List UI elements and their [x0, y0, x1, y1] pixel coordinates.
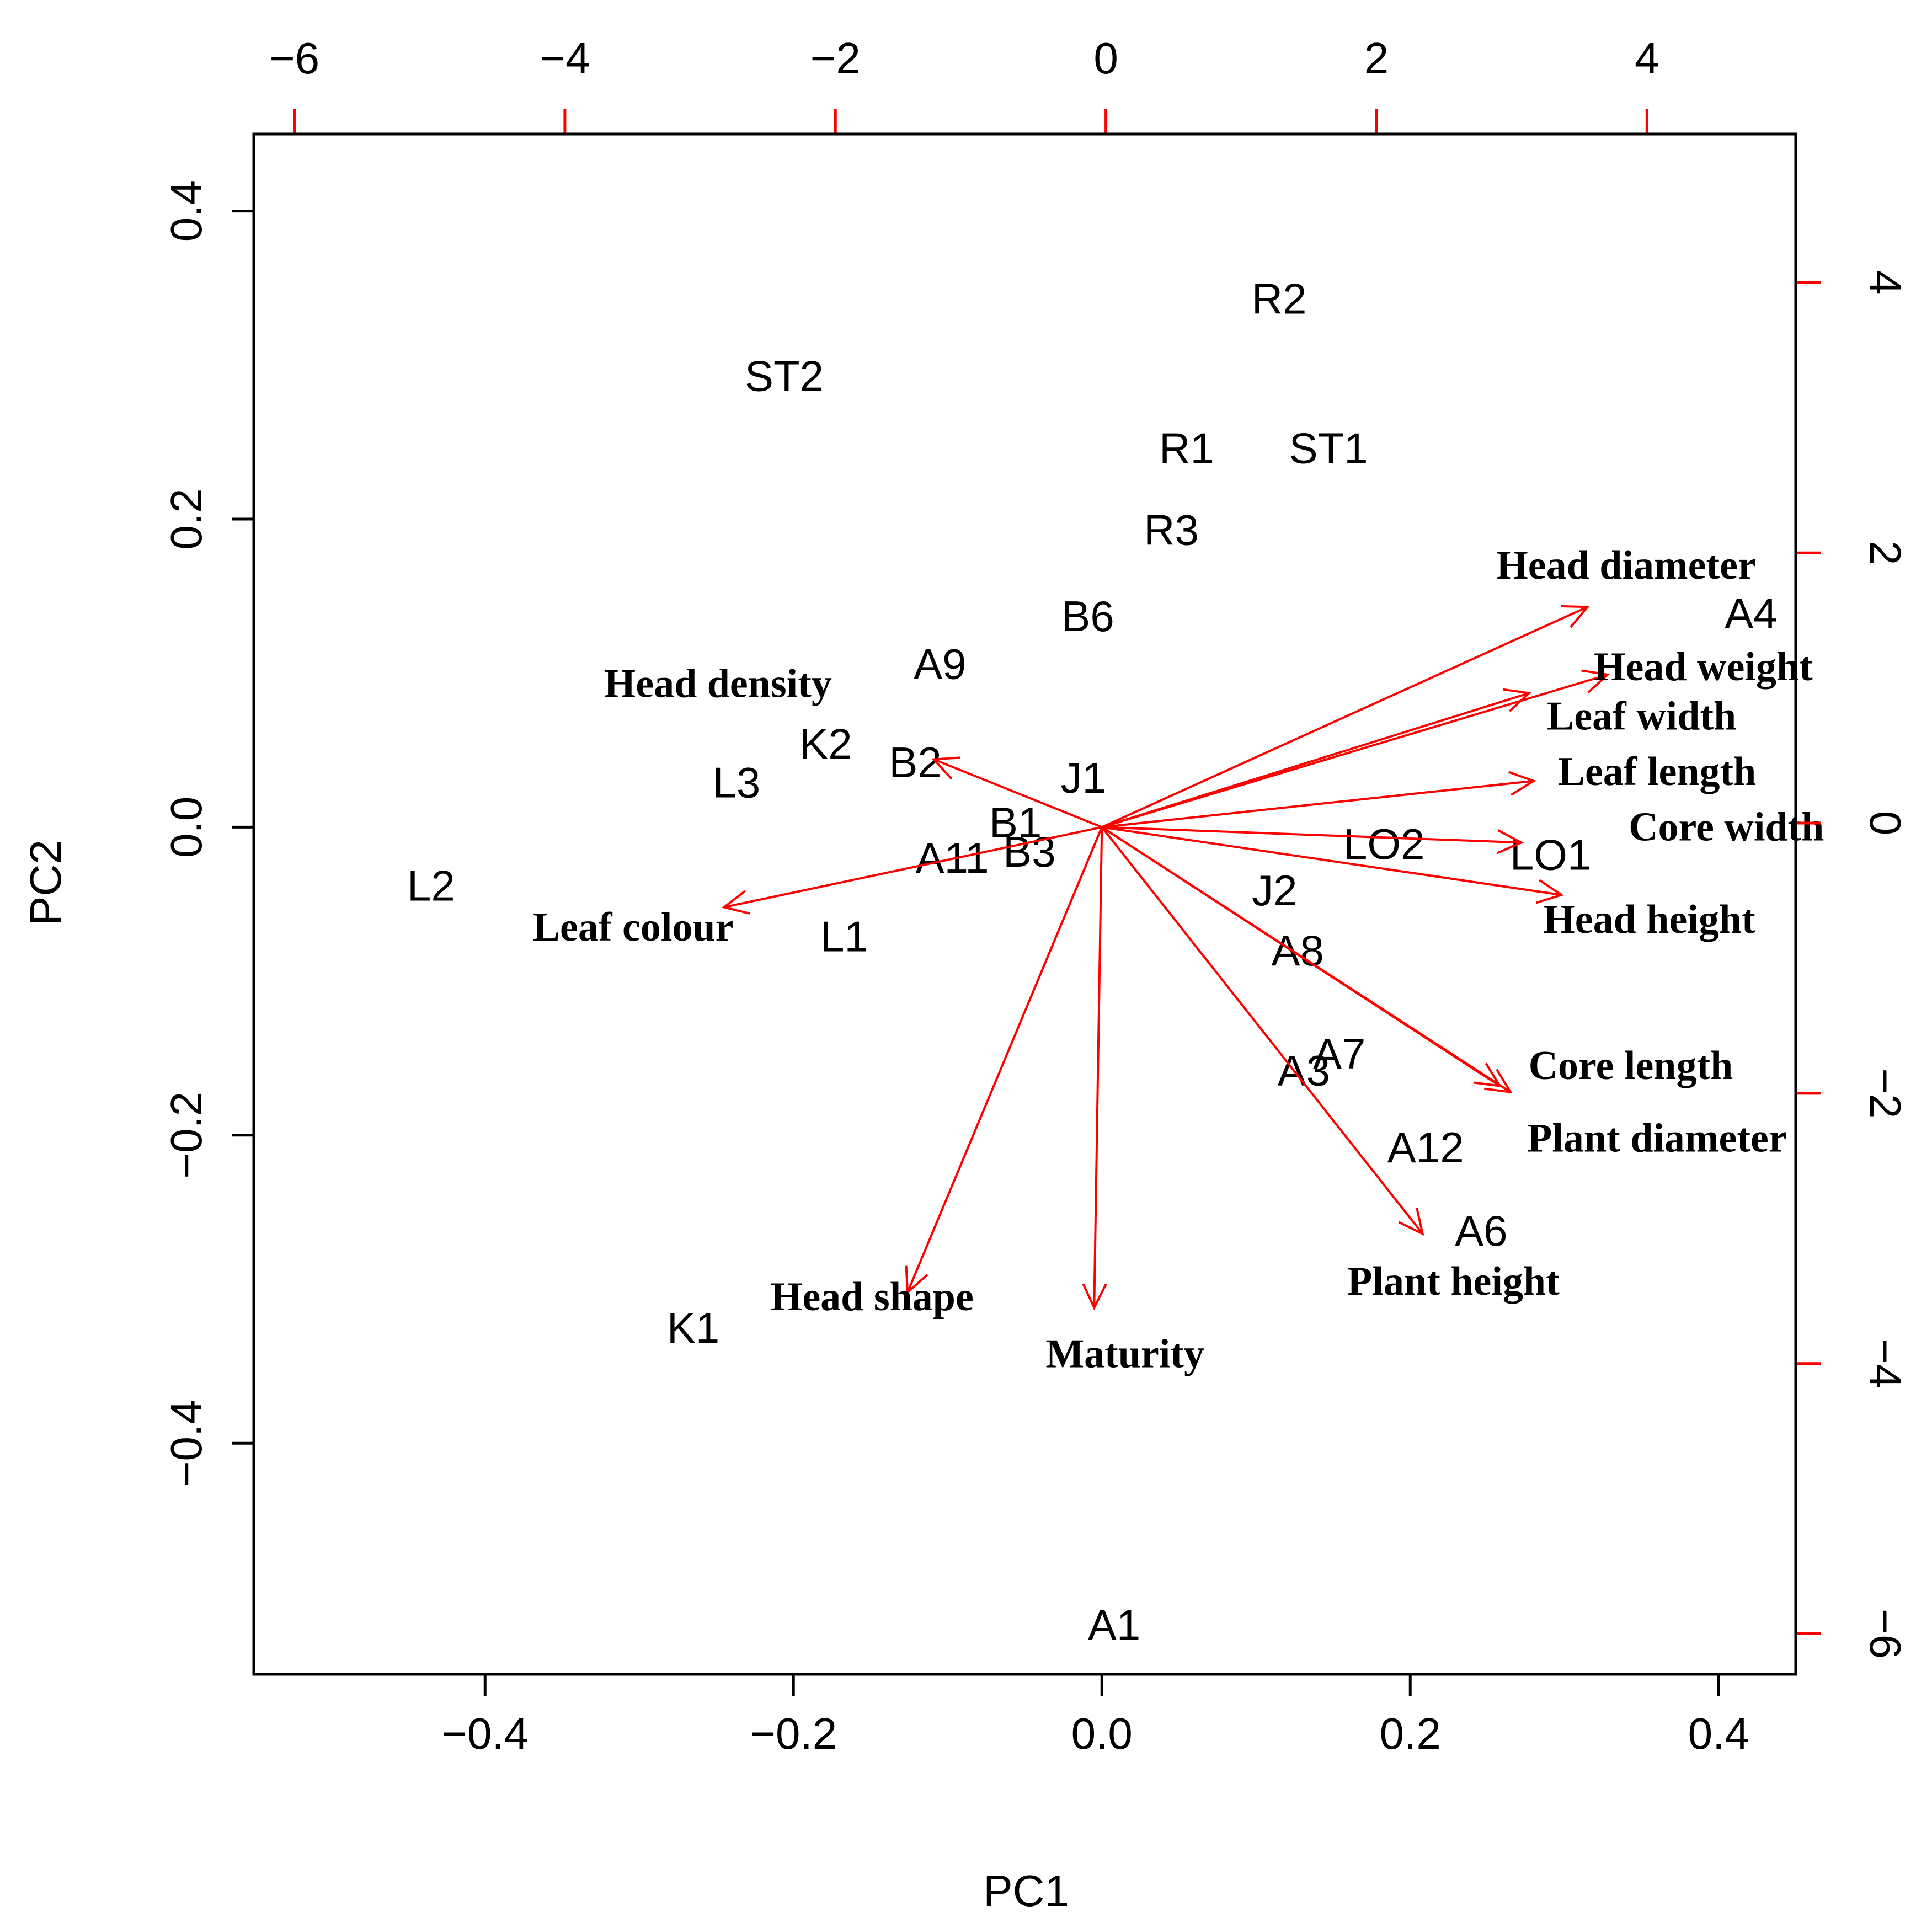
- var-label-core-length: Core length: [1529, 1043, 1733, 1088]
- obs-label-a4: A4: [1725, 589, 1777, 637]
- obs-label-b2: B2: [889, 738, 941, 787]
- top-tick-label: 4: [1635, 34, 1659, 83]
- arrow-leaf-width: [1101, 692, 1530, 829]
- top-tick-label: 0: [1093, 34, 1118, 83]
- var-label-head-shape: Head shape: [771, 1274, 974, 1320]
- arrow-plant-height: [1101, 826, 1424, 1235]
- top-tick-label: 2: [1364, 34, 1389, 83]
- y-tick-label: 0.4: [162, 180, 211, 242]
- y-axis-title: PC2: [21, 840, 70, 926]
- var-label-head-height: Head height: [1543, 897, 1755, 942]
- x-tick-label: −0.2: [750, 1709, 837, 1758]
- var-label-plant-height: Plant height: [1347, 1259, 1560, 1304]
- x-tick-label: 0.2: [1380, 1709, 1441, 1758]
- right-tick-label: 4: [1861, 270, 1910, 295]
- var-label-core-width: Core width: [1629, 804, 1824, 850]
- arrowhead-core-length: [1484, 1069, 1513, 1094]
- var-label-head-diameter: Head diameter: [1496, 543, 1756, 588]
- arrowhead-head-density: [931, 756, 960, 780]
- var-label-head-weight: Head weight: [1594, 644, 1813, 690]
- obs-label-a6: A6: [1455, 1206, 1507, 1255]
- x-tick-label: 0.0: [1071, 1709, 1133, 1758]
- obs-label-k2: K2: [799, 720, 852, 768]
- arrow-head-shape: [906, 826, 1103, 1293]
- y-tick-label: 0.0: [162, 797, 211, 858]
- obs-label-lo1: LO1: [1510, 831, 1591, 879]
- y-tick-label: −0.4: [162, 1400, 211, 1487]
- obs-label-r2: R2: [1252, 275, 1307, 323]
- obs-label-j1: J1: [1061, 754, 1106, 802]
- right-tick-label: −6: [1861, 1609, 1910, 1659]
- arrowhead-core-width: [1496, 829, 1524, 855]
- top-tick-label: −2: [810, 34, 861, 83]
- x-tick-label: −0.4: [441, 1709, 529, 1758]
- obs-label-a3: A3: [1278, 1046, 1330, 1095]
- x-axis-title: PC1: [983, 1866, 1069, 1915]
- top-tick-label: −6: [269, 34, 319, 83]
- obs-label-lo2: LO2: [1343, 820, 1424, 868]
- arrow-maturity: [1093, 827, 1103, 1308]
- observation-labels: R2ST2R1ST1R3B6A4A9K2B2L3J1B1B3A11LO2LO1L…: [407, 275, 1778, 1649]
- obs-label-l3: L3: [712, 758, 760, 807]
- var-label-leaf-length: Leaf length: [1558, 749, 1757, 794]
- arrow-head-diameter: [1101, 606, 1588, 829]
- arrowhead-plant-diameter: [1473, 1062, 1502, 1087]
- obs-label-b3: B3: [1003, 827, 1055, 876]
- var-label-maturity: Maturity: [1045, 1331, 1204, 1376]
- arrowhead-leaf-colour: [721, 890, 750, 915]
- y-tick-label: 0.2: [162, 488, 211, 549]
- var-label-leaf-width: Leaf width: [1547, 693, 1736, 739]
- right-tick-label: −2: [1861, 1068, 1910, 1118]
- obs-label-l1: L1: [820, 912, 868, 961]
- obs-label-l2: L2: [407, 861, 455, 910]
- right-tick-label: 0: [1861, 811, 1910, 836]
- right-tick-label: −4: [1861, 1338, 1910, 1389]
- x-tick-label: 0.4: [1688, 1709, 1749, 1758]
- obs-label-r3: R3: [1144, 506, 1199, 554]
- obs-label-st2: ST2: [745, 351, 824, 400]
- arrowhead-leaf-width: [1502, 688, 1531, 712]
- arrowhead-leaf-length: [1508, 771, 1536, 796]
- var-label-plant-diameter: Plant diameter: [1527, 1115, 1787, 1161]
- arrow-head-density: [933, 758, 1102, 829]
- obs-label-j2: J2: [1252, 866, 1297, 915]
- arrowhead-head-height: [1535, 879, 1564, 904]
- obs-label-b1: B1: [989, 798, 1042, 847]
- plot-frame: [252, 132, 1797, 1676]
- arrow-head-height: [1101, 826, 1562, 896]
- obs-label-a7: A7: [1313, 1029, 1365, 1078]
- arrow-core-width: [1102, 826, 1522, 844]
- arrow-plant-diameter: [1101, 826, 1501, 1087]
- obs-label-a9: A9: [914, 639, 966, 688]
- obs-label-a1: A1: [1088, 1601, 1140, 1649]
- arrow-leaf-length: [1102, 779, 1534, 829]
- obs-label-k1: K1: [667, 1304, 719, 1352]
- var-label-head-density: Head density: [604, 661, 832, 707]
- arrowhead-plant-height: [1398, 1208, 1424, 1236]
- obs-label-st1: ST1: [1289, 424, 1368, 473]
- arrowhead-maturity: [1082, 1283, 1107, 1311]
- obs-label-b6: B6: [1061, 592, 1114, 640]
- y-tick-label: −0.2: [162, 1092, 211, 1179]
- arrowhead-head-diameter: [1561, 605, 1590, 628]
- obs-label-a12: A12: [1387, 1123, 1464, 1172]
- right-tick-label: 2: [1861, 541, 1910, 565]
- top-tick-label: −4: [540, 34, 590, 83]
- arrowhead-head-weight: [1581, 669, 1610, 693]
- var-label-leaf-colour: Leaf colour: [533, 905, 734, 950]
- arrow-leaf-colour: [724, 826, 1102, 909]
- arrowhead-head-shape: [905, 1265, 928, 1295]
- obs-label-r1: R1: [1159, 424, 1214, 473]
